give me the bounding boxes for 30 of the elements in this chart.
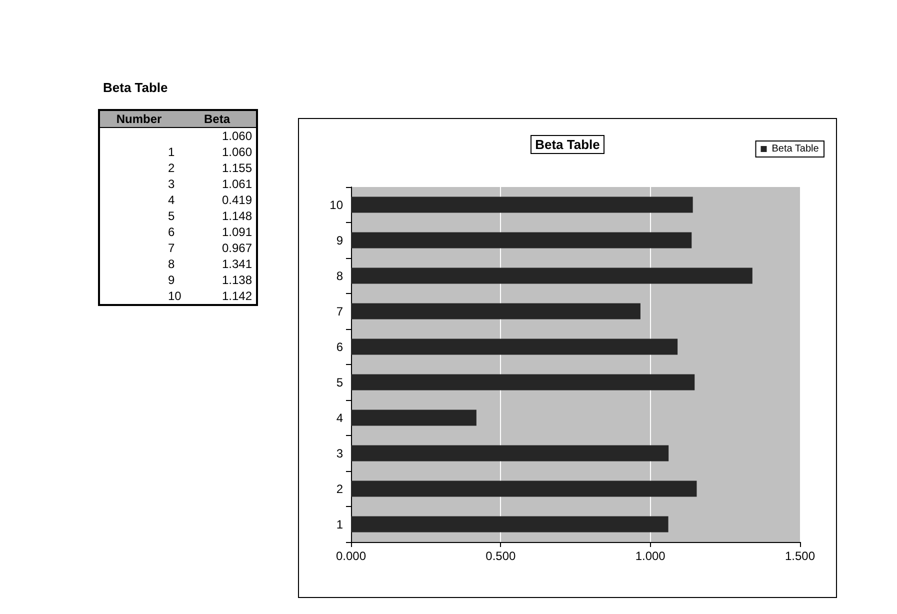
- text: Number: [99, 110, 178, 128]
- category-label: 4 0.419: [168, 193, 252, 207]
- y-tick-label: 10: [330, 198, 344, 212]
- x-tick-label: 0.000: [336, 549, 366, 563]
- y-tick-label: 3: [336, 446, 344, 460]
- y-tick-label: 1: [336, 517, 344, 532]
- category-label: 2 1.155: [168, 161, 252, 175]
- category-label: 7 0.967: [168, 241, 252, 255]
- y-tick-label: 4: [336, 410, 344, 425]
- category-label: 1 1.060: [168, 145, 252, 159]
- y-tick-label: 9: [336, 233, 344, 248]
- text: Beta Table: [103, 80, 169, 95]
- category-label: 6 1.091: [168, 225, 252, 239]
- x-tick-label: 1.500: [784, 549, 816, 563]
- category-label: 5 1.148: [168, 209, 252, 223]
- category-label: 10 1.142: [168, 289, 252, 303]
- category-label: 8 1.341: [168, 257, 252, 271]
- y-tick-label: 7: [336, 304, 344, 318]
- x-tick-label: 0.500: [486, 549, 516, 563]
- y-tick-label: 2: [336, 482, 344, 496]
- y-tick-label: 6: [336, 340, 344, 354]
- y-tick-label: 8: [336, 268, 344, 283]
- x-tick-label: 1.000: [635, 549, 666, 563]
- category-label: 9 1.138: [168, 273, 252, 287]
- text: 1.060: [220, 129, 252, 143]
- y-tick-label: 5: [336, 375, 344, 390]
- legend-label: Beta Table: [772, 144, 820, 154]
- category-label: 3 1.061: [168, 177, 252, 191]
- text: Beta: [178, 110, 257, 128]
- chart-title: Beta Table: [535, 137, 600, 152]
